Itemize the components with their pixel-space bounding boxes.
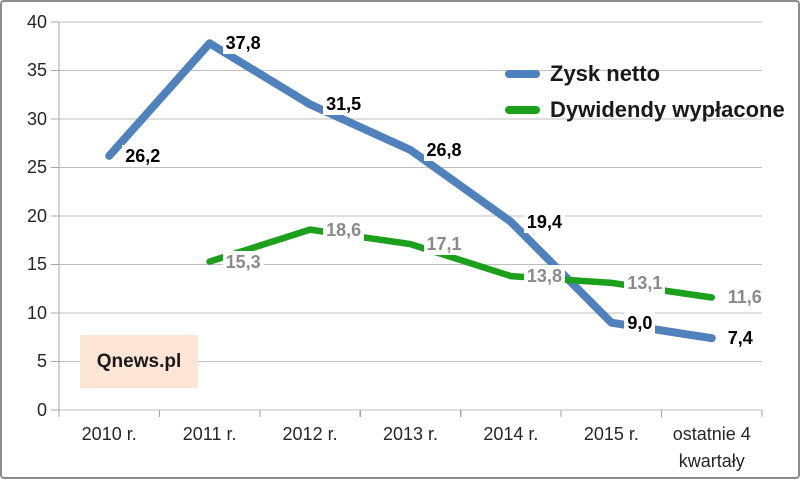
watermark-qnews: Qnews.pl [80, 335, 198, 388]
y-axis-label-20: 20 [26, 205, 47, 226]
x-axis-label-4: 2014 r. [483, 424, 539, 444]
y-axis-label-5: 5 [36, 351, 47, 371]
y-axis-label-40: 40 [26, 11, 47, 32]
x-axis-label-0: 2010 r. [81, 424, 137, 444]
watermark-label: Qnews.pl [96, 350, 182, 372]
data-label-series1-2: 18,6 [323, 218, 365, 241]
series-line-0 [105, 39, 716, 343]
legend: Zysk netto Dywidendy wypłacone [505, 60, 785, 132]
data-label-series0-1: 37,8 [222, 32, 264, 55]
x-axis-label-5: 2015 r. [583, 424, 639, 444]
data-label-series0-4: 19,4 [523, 210, 565, 233]
x-axis-label-6: ostatnie 4 kwartały [672, 424, 751, 471]
y-axis-label-15: 15 [26, 254, 47, 274]
legend-item-dywidendy: Dywidendy wypłacone [505, 96, 785, 124]
y-axis-label-35: 35 [26, 60, 47, 80]
x-axis-label-2: 2012 r. [282, 424, 338, 444]
data-label-series1-1: 15,3 [222, 250, 264, 273]
data-label-series0-3: 26,8 [423, 139, 465, 162]
x-axis-label-1: 2011 r. [182, 424, 237, 444]
data-label-series0-5: 9,0 [624, 311, 656, 334]
data-label-series1-4: 13,8 [523, 265, 565, 288]
data-label-series0-0: 26,2 [122, 144, 164, 167]
legend-marker-zysk-netto [505, 70, 540, 78]
y-axis-label-30: 30 [26, 108, 47, 129]
data-label-series1-5: 13,1 [624, 271, 666, 294]
data-label-series1-3: 17,1 [423, 233, 465, 256]
y-axis-label-0: 0 [36, 399, 47, 420]
legend-item-zysk-netto: Zysk netto [505, 60, 785, 88]
data-label-series0-6: 7,4 [724, 327, 756, 350]
x-axis-label-3: 2013 r. [382, 424, 439, 444]
y-axis-label-10: 10 [26, 302, 47, 323]
legend-marker-dywidendy [505, 106, 540, 114]
data-label-series1-6: 11,6 [724, 286, 765, 309]
legend-label-zysk-netto: Zysk netto [550, 61, 661, 86]
legend-label-dywidendy: Dywidendy wypłacone [550, 97, 785, 122]
y-axis-label-25: 25 [26, 157, 47, 177]
data-label-series0-2: 31,5 [323, 93, 365, 116]
